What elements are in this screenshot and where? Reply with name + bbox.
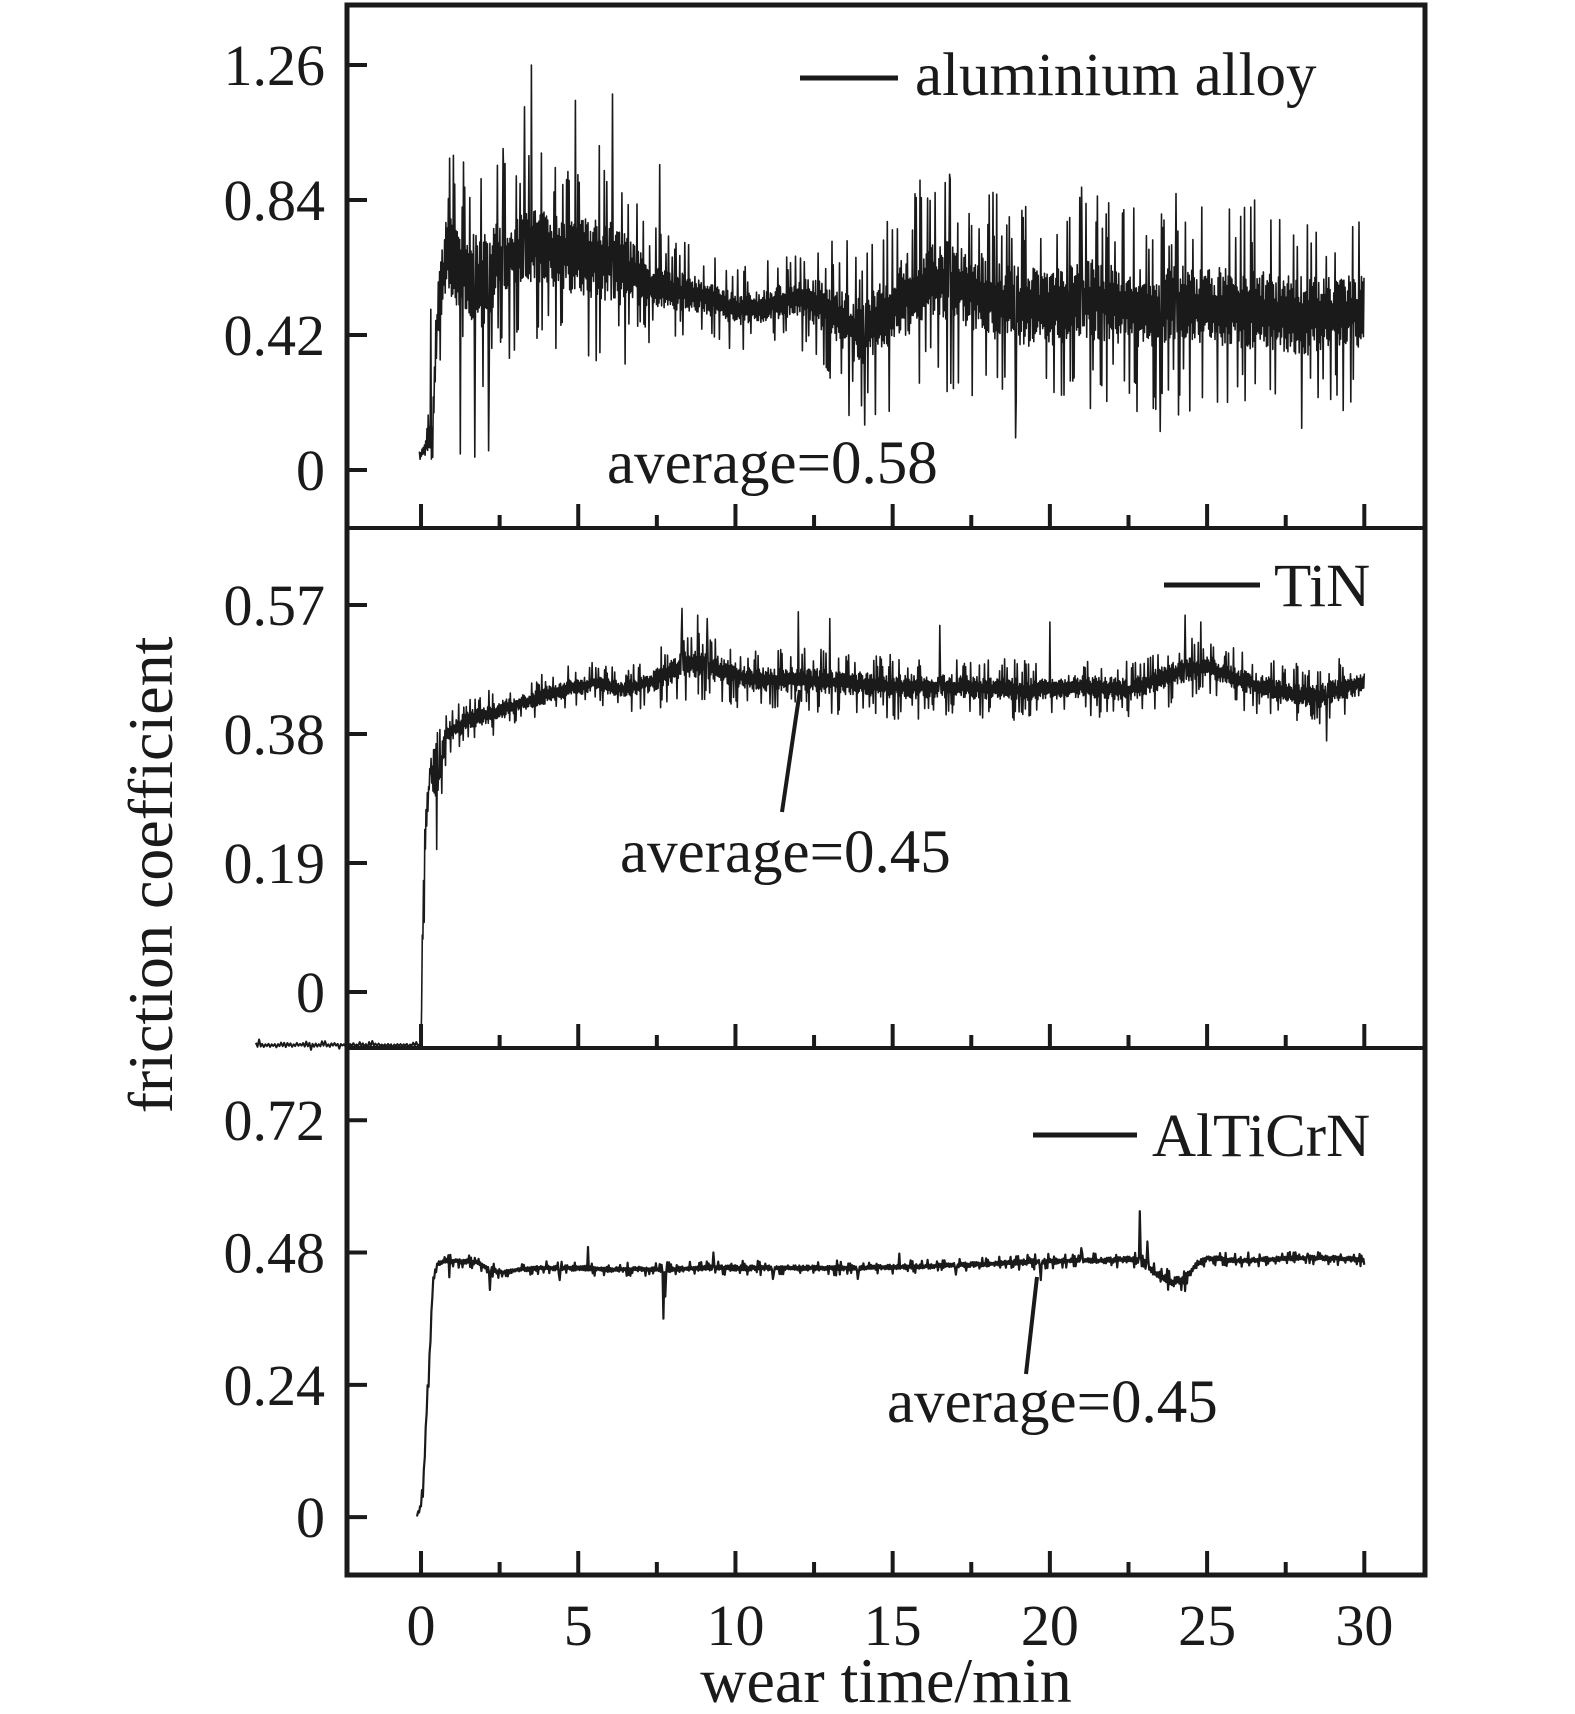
y-tick-label: 0.72 <box>224 1088 326 1153</box>
y-tick-label: 0 <box>296 960 325 1025</box>
x-tick-label: 0 <box>407 1593 436 1658</box>
series-line-aluminium-alloy <box>418 64 1365 461</box>
annotation-average-tin: average=0.45 <box>620 819 951 886</box>
series-line-TiN <box>420 607 1366 1045</box>
x-tick-label: 20 <box>1021 1593 1079 1658</box>
legend-label-aluminium-alloy: aluminium alloy <box>915 42 1317 109</box>
legend-label-tin: TiN <box>1274 553 1370 620</box>
series-pre-segment-TiN <box>254 1038 422 1051</box>
y-tick-label: 0.48 <box>224 1221 326 1286</box>
annotation-average-aluminium-alloy: average=0.58 <box>607 430 938 497</box>
y-tick-label: 0.24 <box>224 1353 326 1418</box>
x-tick-label: 10 <box>706 1593 764 1658</box>
y-tick-label: 0 <box>296 438 325 503</box>
y-tick-label: 0.38 <box>224 702 326 767</box>
x-tick-label: 5 <box>564 1593 593 1658</box>
plot-generated-layer: 0 0.42 0.84 1.26 0 0.19 0.38 0.57 0 0.24 0.48 0.72 0… <box>224 2 1428 1658</box>
x-tick-label: 15 <box>864 1593 922 1658</box>
y-tick-label: 0.57 <box>224 573 326 638</box>
x-axis-title: wear time/min <box>700 1645 1071 1714</box>
y-tick-label: 0.42 <box>224 303 326 368</box>
y-tick-label: 0.19 <box>224 831 326 896</box>
y-tick-label: 1.26 <box>224 33 326 98</box>
x-tick-label: 30 <box>1335 1593 1393 1658</box>
annotation-average-alticrn: average=0.45 <box>887 1369 1218 1436</box>
plot-frame <box>344 2 1428 1578</box>
y-axis-title: friction coefficient <box>115 636 186 1113</box>
y-tick-label: 0 <box>296 1485 325 1550</box>
legend-label-alticrn: AlTiCrN <box>1152 1103 1370 1170</box>
series-line-AlTiCrN <box>415 1210 1366 1517</box>
x-tick-label: 25 <box>1178 1593 1236 1658</box>
y-tick-label: 0.84 <box>224 168 326 233</box>
annotation-leader-tin <box>780 689 802 813</box>
annotation-leader-alticrn <box>1024 1276 1039 1375</box>
